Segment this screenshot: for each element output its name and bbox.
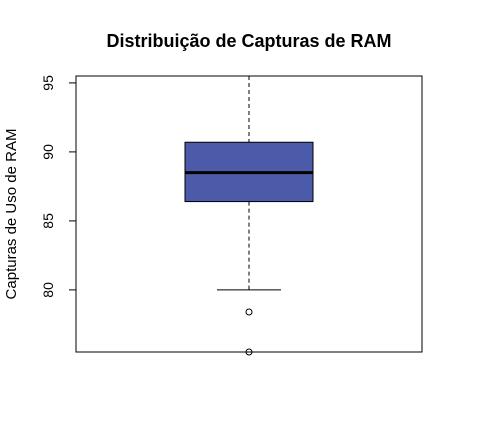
y-tick-label-85: 85 [40,213,56,229]
outliers [245,308,253,356]
y-tick-label-80: 80 [40,282,56,298]
y-tick-label-90: 90 [40,144,56,160]
y-axis-label: Capturas de Uso de RAM [3,129,20,300]
plot-frame [75,75,423,353]
outlier-point-1 [245,308,253,316]
chart-title: Distribuição de Capturas de RAM [106,31,391,51]
y-axis-ticks: 80 85 90 95 [40,75,76,298]
y-tick-label-95: 95 [40,75,56,91]
outlier-point-2 [245,348,253,356]
boxplot [184,76,314,356]
